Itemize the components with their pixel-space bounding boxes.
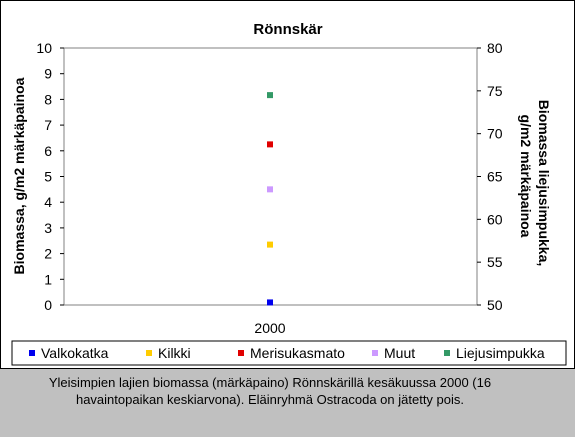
y-tick-label: 10 (36, 40, 52, 56)
y2-axis-label-line2: g/m2 märkäpainoa (518, 115, 534, 238)
biomass-chart: Rönnskär 0 1 2 3 4 5 6 7 8 9 10 50 55 60 65 70 75 80 200… (11, 21, 567, 366)
data-point-liejusimpukka (267, 92, 273, 99)
y-tick-label: 0 (44, 297, 52, 313)
y-tick-label: 2 (44, 246, 52, 262)
chart-area: Rönnskär 0 1 2 3 4 5 6 7 8 9 10 50 55 60 65 70 75 80 200… (0, 0, 575, 369)
legend-label-liejusimpukka: Liejusimpukka (456, 345, 545, 361)
legend-marker-liejusimpukka (444, 350, 450, 356)
y-tick-label: 5 (44, 169, 52, 185)
y2-tick-label: 70 (487, 126, 503, 142)
y-tick-label: 6 (44, 143, 52, 159)
legend: Valkokatka Kilkki Merisukasmato Muut Liejusi… (29, 345, 545, 361)
legend-marker-merisukasmato (238, 350, 244, 356)
data-point-merisukasmato (267, 141, 273, 148)
y-axis-label: Biomassa, g/m2 märkäpainoa (11, 77, 27, 274)
y-tick-label: 4 (44, 194, 52, 210)
legend-label-merisukasmato: Merisukasmato (250, 345, 345, 361)
y2-tick-label: 55 (487, 254, 503, 270)
data-point-muut (267, 186, 273, 193)
y-tick-label: 1 (44, 271, 52, 287)
chart-title: Rönnskär (253, 21, 322, 38)
legend-label-valkokatka: Valkokatka (41, 345, 109, 361)
y2-tick-label: 80 (487, 40, 503, 56)
y-tick-label: 8 (44, 91, 52, 107)
legend-marker-kilkki (146, 350, 152, 356)
y2-tick-label: 65 (487, 169, 503, 185)
legend-label-kilkki: Kilkki (158, 345, 191, 361)
x-tick-label: 2000 (254, 320, 285, 336)
legend-label-muut: Muut (384, 345, 415, 361)
y2-tick-label: 50 (487, 297, 503, 313)
legend-marker-valkokatka (29, 350, 35, 356)
data-point-kilkki (267, 241, 273, 248)
legend-box (11, 340, 567, 366)
y2-axis-label-line1: Biomassa liejusimpukka, (536, 100, 552, 267)
y-tick-label: 7 (44, 117, 52, 133)
data-point-valkokatka (267, 299, 273, 306)
y2-tick-label: 60 (487, 211, 503, 227)
plot-area (63, 47, 478, 306)
legend-marker-muut (372, 350, 378, 356)
y2-tick-label: 75 (487, 83, 503, 99)
y-tick-label: 3 (44, 220, 52, 236)
chart-caption: Yleisimpien lajien biomassa (märkäpaino)… (48, 375, 492, 407)
y-tick-label: 9 (44, 66, 52, 82)
